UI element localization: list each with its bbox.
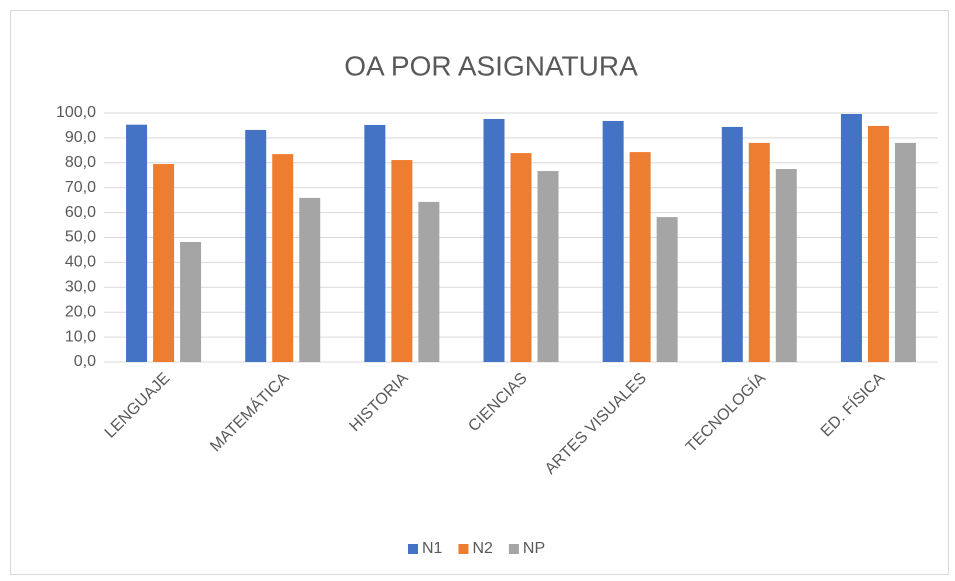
bar xyxy=(126,124,148,362)
bar xyxy=(840,113,862,362)
legend-swatch xyxy=(408,544,418,554)
bar xyxy=(391,160,413,362)
bar xyxy=(656,217,678,362)
legend-label: N1 xyxy=(422,540,443,557)
legend-swatch xyxy=(508,544,519,554)
chart-title: OA POR ASIGNATURA xyxy=(344,50,638,81)
y-tick-label: 100,0 xyxy=(56,104,96,121)
bar xyxy=(629,152,651,362)
y-tick-label: 30,0 xyxy=(65,279,96,296)
bar xyxy=(483,118,505,362)
y-tick-label: 50,0 xyxy=(65,229,96,246)
bar xyxy=(245,129,267,362)
bar xyxy=(894,142,916,362)
bar xyxy=(180,241,202,362)
bar xyxy=(721,126,743,362)
y-tick-label: 90,0 xyxy=(65,129,96,146)
bar xyxy=(510,153,532,362)
legend-label: N2 xyxy=(472,540,493,557)
bar xyxy=(867,125,889,362)
bar xyxy=(272,154,294,362)
bar xyxy=(537,171,559,362)
bar xyxy=(748,142,770,362)
bar xyxy=(418,201,440,362)
bar xyxy=(602,120,624,362)
y-tick-label: 80,0 xyxy=(65,154,96,171)
legend-label: NP xyxy=(523,540,545,557)
y-tick-label: 70,0 xyxy=(65,179,96,196)
legend-swatch xyxy=(458,544,469,554)
y-tick-label: 10,0 xyxy=(65,328,96,345)
chart-border xyxy=(10,10,949,575)
y-tick-label: 0,0 xyxy=(74,353,96,370)
bar xyxy=(153,164,175,362)
bar xyxy=(364,124,386,363)
bar xyxy=(299,197,321,362)
bar xyxy=(775,169,797,362)
y-tick-label: 40,0 xyxy=(65,254,96,271)
y-tick-label: 60,0 xyxy=(65,204,96,221)
y-tick-label: 20,0 xyxy=(65,303,96,320)
